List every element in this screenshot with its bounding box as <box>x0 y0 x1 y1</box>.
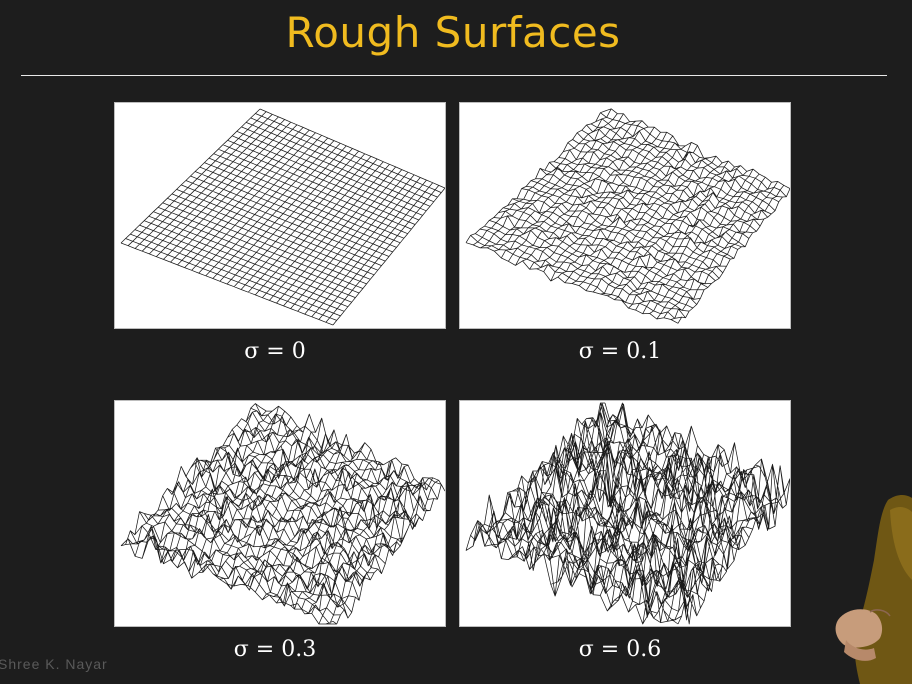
caption-sigma-0-3: σ = 0.3 <box>233 637 317 662</box>
surface-plot-sigma-0 <box>114 102 446 329</box>
presenter-watermark: Shree K. Nayar <box>0 656 108 672</box>
surface-plot-sigma-0-3 <box>114 400 446 627</box>
caption-sigma-0-6: σ = 0.6 <box>578 637 662 662</box>
mesh-lines <box>120 403 445 625</box>
slide-title: Rough Surfaces <box>285 8 621 57</box>
surface-mesh <box>120 403 445 625</box>
surface-mesh <box>120 108 445 326</box>
caption-sigma-0-1: σ = 0.1 <box>578 339 662 364</box>
surface-plot-sigma-0-6 <box>459 400 791 627</box>
caption-sigma-0: σ = 0 <box>244 339 306 364</box>
surface-mesh <box>465 108 790 324</box>
mesh-lines <box>465 108 790 324</box>
title-divider <box>21 75 887 76</box>
mesh-lines <box>120 108 445 326</box>
surface-mesh <box>465 402 790 625</box>
presenter-figure <box>835 494 912 684</box>
surface-plot-sigma-0-1 <box>459 102 791 329</box>
mesh-lines <box>465 402 790 625</box>
